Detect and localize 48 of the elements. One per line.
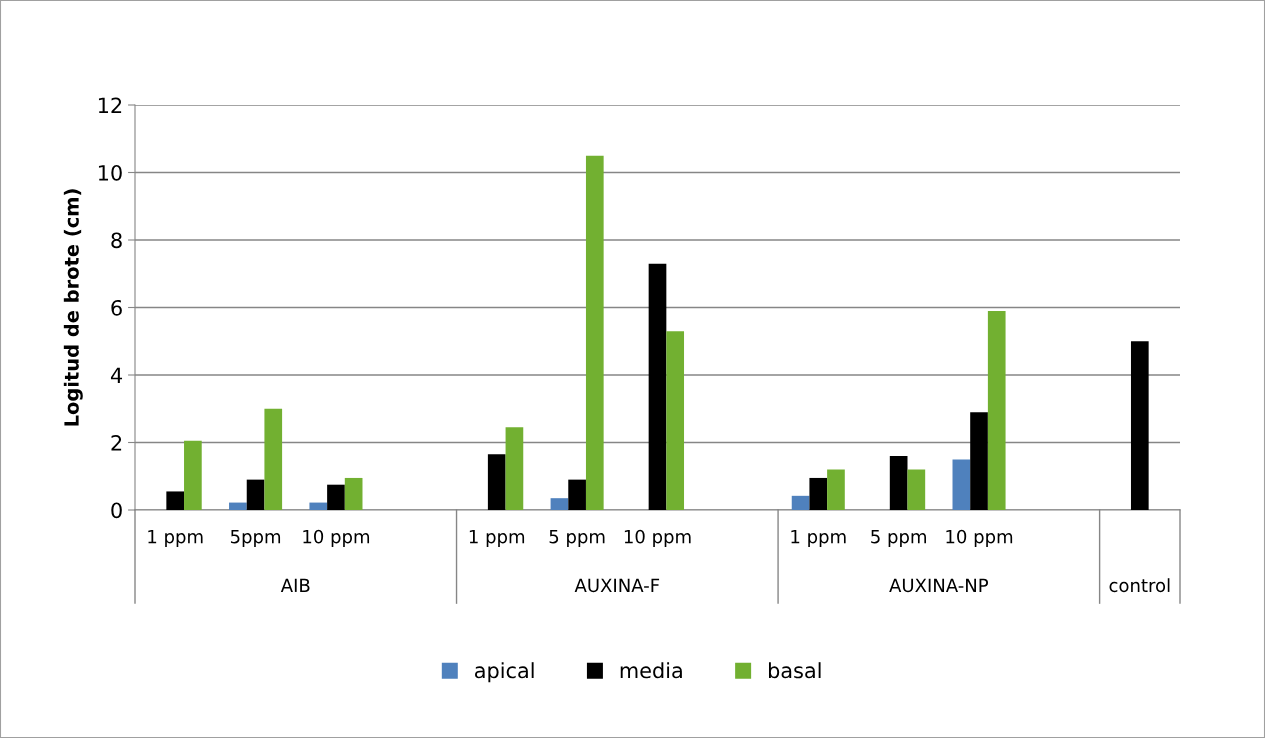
legend-label: media	[620, 662, 682, 679]
bar	[550, 498, 569, 510]
x-tick-label: 1 ppm	[148, 530, 203, 547]
bar	[952, 459, 971, 510]
bar	[791, 495, 810, 510]
bar	[809, 477, 828, 510]
text: AIB	[280, 578, 310, 592]
bar	[487, 454, 506, 510]
bar	[568, 479, 586, 510]
bar	[184, 440, 202, 510]
x-tick-label: 5 ppm	[871, 530, 926, 547]
bar	[666, 331, 685, 510]
x-tick-label: 10 ppm	[303, 529, 370, 547]
bar	[648, 263, 667, 510]
y-tick-label: 12	[98, 97, 122, 113]
x-tick-label: 10 ppm	[624, 529, 691, 547]
bar	[246, 479, 265, 510]
y-tick-label: 2	[111, 434, 122, 451]
bar	[907, 469, 926, 510]
bar	[264, 408, 283, 510]
y-tick-label: 10	[98, 164, 122, 181]
bar	[166, 491, 185, 510]
x-tick-label: 1 ppm	[469, 530, 525, 547]
bar	[344, 477, 363, 510]
bar	[309, 502, 328, 510]
bar	[229, 502, 247, 510]
bar	[889, 456, 908, 510]
text: AUXINA-F	[574, 578, 660, 593]
x-tick-label: 5ppm	[230, 530, 281, 547]
bar	[827, 469, 845, 510]
bar	[505, 427, 524, 510]
bar	[327, 484, 345, 510]
legend-label: basal	[768, 662, 821, 679]
x-tick-label: 1 ppm	[791, 530, 846, 547]
y-tick-label: 4	[110, 367, 123, 383]
text: AUXINA-NP	[889, 578, 989, 593]
text: control	[1109, 578, 1170, 593]
bar	[585, 155, 604, 510]
y-axis-title: Logitud de brote (cm)	[63, 189, 83, 426]
bar	[1130, 341, 1149, 510]
x-tick-label: 10 ppm	[946, 529, 1013, 547]
legend-label: apical	[475, 662, 534, 683]
y-tick-label: 8	[111, 232, 122, 249]
y-tick-label: 6	[111, 299, 122, 316]
y-tick-label: 0	[111, 502, 122, 519]
bar	[987, 310, 1006, 510]
x-tick-label: 5 ppm	[549, 530, 605, 547]
bar	[970, 412, 988, 510]
